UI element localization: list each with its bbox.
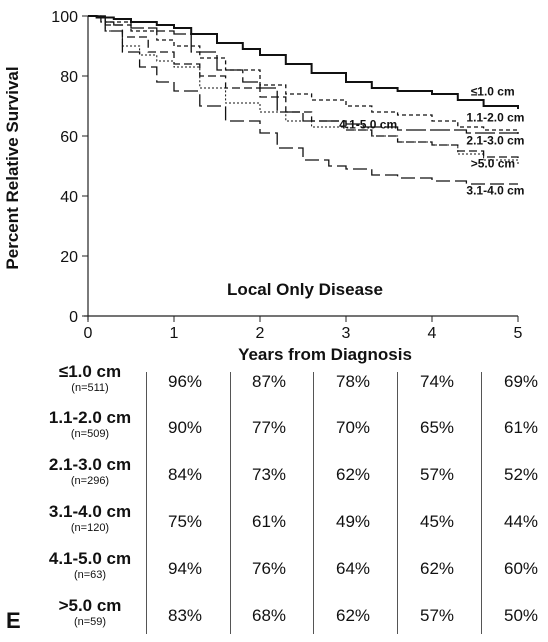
patient-count: (n=63) xyxy=(73,569,107,581)
patient-count: (n=296) xyxy=(70,475,110,487)
panel-label: E xyxy=(6,608,21,633)
x-tick-label: 4 xyxy=(428,325,437,342)
series-label: 4.1-5.0 cm xyxy=(339,118,397,132)
column-divider xyxy=(230,372,231,634)
series-line xyxy=(88,15,519,109)
x-axis-label: Years from Diagnosis xyxy=(238,345,412,364)
axes: 0 1 2 3 4 5 0 20 40 60 80 100 xyxy=(51,9,522,342)
tumor-size-label: ≤1.0 cm xyxy=(58,362,122,381)
series-line xyxy=(88,15,519,166)
column-divider xyxy=(481,372,482,634)
x-tick-label: 1 xyxy=(170,325,179,342)
column-divider xyxy=(146,372,147,634)
patient-count: (n=120) xyxy=(70,522,110,534)
survival-cell: 70% xyxy=(335,418,371,437)
survival-cell: 84% xyxy=(167,465,203,484)
survival-cell: 49% xyxy=(335,512,371,531)
survival-cell: 77% xyxy=(251,418,287,437)
survival-cell: 50% xyxy=(503,606,539,625)
x-tick-label: 0 xyxy=(84,325,93,342)
y-axis-label: Percent Relative Survival xyxy=(3,66,22,269)
survival-cell: 90% xyxy=(167,418,203,437)
column-divider xyxy=(397,372,398,634)
column-divider xyxy=(313,372,314,634)
survival-cell: 96% xyxy=(167,372,203,391)
series-line xyxy=(88,15,519,133)
chart-annotation: Local Only Disease xyxy=(227,280,383,299)
survival-cell: 65% xyxy=(419,418,455,437)
row-label: 1.1-2.0 cm (n=509) xyxy=(30,408,150,441)
series-label: ≤1.0 cm xyxy=(471,85,515,99)
row-label: 3.1-4.0 cm (n=120) xyxy=(30,502,150,535)
tumor-size-label: 3.1-4.0 cm xyxy=(48,502,132,521)
series-line xyxy=(88,15,518,185)
series-label: 1.1-2.0 cm xyxy=(466,111,524,125)
patient-count: (n=509) xyxy=(70,428,110,440)
survival-cell: 62% xyxy=(335,606,371,625)
row-label: 4.1-5.0 cm (n=63) xyxy=(30,549,150,582)
series-labels: ≤1.0 cm 1.1-2.0 cm 4.1-5.0 cm 2.1-3.0 cm >5.… xyxy=(339,85,524,198)
survival-cell: 45% xyxy=(419,512,455,531)
series-label: >5.0 cm xyxy=(471,157,515,171)
y-tick-label: 0 xyxy=(69,309,78,326)
series-lines xyxy=(88,15,519,185)
x-tick-label: 2 xyxy=(256,325,265,342)
survival-cell: 61% xyxy=(251,512,287,531)
survival-cell: 52% xyxy=(503,465,539,484)
table-row: 1.1-2.0 cm (n=509) 90% 77% 70% 65% 61% xyxy=(0,408,548,454)
row-label: ≤1.0 cm (n=511) xyxy=(30,362,150,395)
x-tick-label: 5 xyxy=(514,325,523,342)
survival-cell: 57% xyxy=(419,606,455,625)
table-row: >5.0 cm (n=59) 83% 68% 62% 57% 50% xyxy=(0,596,548,642)
y-tick-label: 60 xyxy=(60,129,78,146)
row-label: 2.1-3.0 cm (n=296) xyxy=(30,455,150,488)
y-tick-label: 80 xyxy=(60,69,78,86)
series-line xyxy=(88,15,519,136)
table-row: 2.1-3.0 cm (n=296) 84% 73% 62% 57% 52% xyxy=(0,455,548,501)
survival-cell: 73% xyxy=(251,465,287,484)
tumor-size-label: 4.1-5.0 cm xyxy=(48,549,132,568)
y-tick-label: 100 xyxy=(51,9,78,26)
series-line xyxy=(88,15,519,160)
row-label: >5.0 cm (n=59) xyxy=(30,596,150,629)
y-tick-label: 20 xyxy=(60,249,78,266)
survival-cell: 62% xyxy=(335,465,371,484)
x-tick-label: 3 xyxy=(342,325,351,342)
series-label: 3.1-4.0 cm xyxy=(466,184,524,198)
survival-chart: 0 1 2 3 4 5 0 20 40 60 80 100 ≤1.0 cm 1.1-2.0 cm 4.1-… xyxy=(3,9,524,364)
survival-cell: 44% xyxy=(503,512,539,531)
y-tick-label: 40 xyxy=(60,189,78,206)
survival-cell: 64% xyxy=(335,559,371,578)
survival-cell: 78% xyxy=(335,372,371,391)
patient-count: (n=511) xyxy=(71,382,109,394)
survival-cell: 60% xyxy=(503,559,539,578)
survival-cell: 61% xyxy=(503,418,539,437)
series-label: 2.1-3.0 cm xyxy=(466,133,524,147)
table-row: ≤1.0 cm (n=511) 96% 87% 78% 74% 69% xyxy=(0,362,548,408)
survival-cell: 62% xyxy=(419,559,455,578)
survival-cell: 94% xyxy=(167,559,203,578)
tumor-size-label: >5.0 cm xyxy=(58,596,122,615)
survival-cell: 68% xyxy=(251,606,287,625)
table-row: 3.1-4.0 cm (n=120) 75% 61% 49% 45% 44% xyxy=(0,502,548,548)
tumor-size-label: 2.1-3.0 cm xyxy=(48,455,132,474)
survival-cell: 83% xyxy=(167,606,203,625)
survival-cell: 74% xyxy=(419,372,455,391)
patient-count: (n=59) xyxy=(73,616,107,628)
table-row: 4.1-5.0 cm (n=63) 94% 76% 64% 62% 60% xyxy=(0,549,548,595)
survival-cell: 87% xyxy=(251,372,287,391)
survival-cell: 57% xyxy=(419,465,455,484)
survival-cell: 75% xyxy=(167,512,203,531)
survival-cell: 69% xyxy=(503,372,539,391)
tumor-size-label: 1.1-2.0 cm xyxy=(48,408,132,427)
survival-cell: 76% xyxy=(251,559,287,578)
